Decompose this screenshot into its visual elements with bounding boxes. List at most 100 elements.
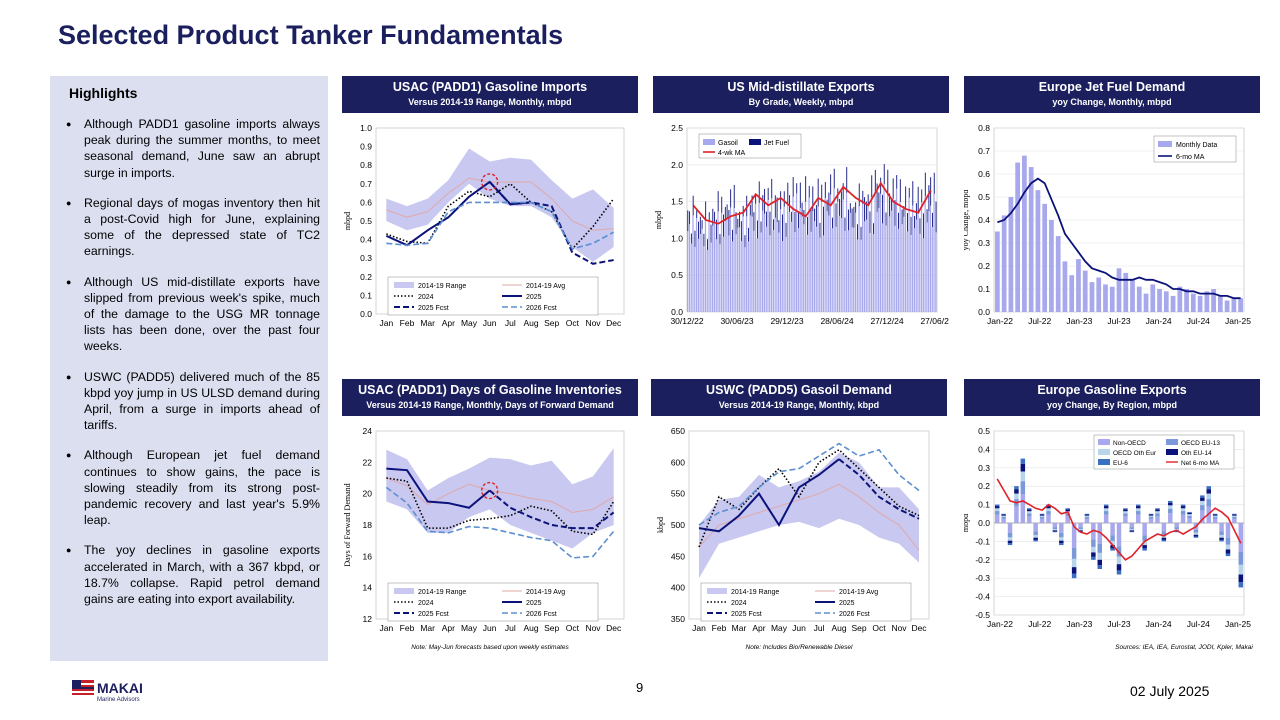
region-bar (994, 508, 1000, 512)
monthly-bar (1231, 298, 1237, 312)
gasoil-bar (783, 206, 785, 312)
y-tick-label: -0.5 (975, 610, 990, 620)
gasoil-bar (912, 205, 914, 312)
x-tick-label: May (461, 318, 478, 328)
region-bar (1219, 523, 1224, 532)
region-bar (1161, 539, 1167, 542)
y-tick-label: 1.0 (671, 233, 683, 243)
jetfuel-bar (778, 220, 780, 233)
x-tick-label: Jan (692, 623, 706, 633)
y-tick-label: 20 (363, 489, 373, 499)
jet-fuel-demand-chart: 0.0 0.1 0.2 0.3 0.4 0.5 0.6 0.7 0.8 yoy Change, m… (964, 123, 1251, 326)
region-bar (1110, 540, 1115, 546)
jetfuel-bar (899, 179, 901, 202)
region-bar (1174, 523, 1179, 528)
region-bar (1065, 516, 1070, 523)
chart-subtitle: Versus 2014-19 Range, Monthly, kbpd (718, 400, 880, 410)
region-bar (1039, 513, 1045, 515)
jetfuel-bar (898, 212, 899, 229)
legend-box (698, 133, 802, 159)
legend-label: 2014-19 Range (731, 589, 779, 596)
x-tick-label: Aug (831, 623, 846, 633)
gasoil-bar (728, 235, 730, 312)
region-bar (994, 504, 1000, 507)
gasoil-bar (747, 241, 749, 312)
legend-label: 2014-19 Range (418, 283, 466, 290)
gasoil-bar (769, 235, 771, 312)
region-bar (1103, 511, 1109, 515)
legend-label: EU-6 (1113, 460, 1128, 467)
gasoil-bar (749, 215, 751, 312)
jetfuel-bar (780, 191, 782, 210)
region-bar (1116, 570, 1122, 575)
x-tick-label: Jan-25 (1225, 619, 1251, 629)
region-bar (1033, 537, 1038, 540)
y-tick-label: 0.1 (978, 284, 990, 294)
jetfuel-bar (933, 172, 935, 194)
gasoil-bar (906, 231, 908, 312)
gasoil-bar (697, 238, 699, 312)
gasoil-bar (717, 211, 719, 312)
y-tick-label: 14 (363, 583, 373, 593)
region-bar (1225, 544, 1231, 550)
y-tick-label: 0.6 (978, 169, 990, 179)
gasoil-bar (731, 241, 733, 312)
region-bar (1071, 567, 1077, 574)
region-bar (1219, 539, 1224, 542)
region-bar (1027, 511, 1032, 514)
region-bar (1027, 509, 1032, 512)
jetfuel-bar (719, 234, 721, 245)
highlight-marker (480, 173, 499, 191)
y-tick-label: 0.2 (360, 272, 372, 282)
jetfuel-bar (762, 195, 764, 211)
region-bar (1148, 517, 1154, 519)
region-bar (1001, 517, 1006, 519)
gasoil-bar (808, 197, 810, 312)
gasoil-bar (687, 231, 689, 312)
gasoil-bar (799, 207, 801, 312)
jetfuel-bar (708, 212, 710, 222)
gasoil-bar (738, 227, 741, 312)
region-bar (1238, 551, 1244, 565)
x-tick-label: Jan-23 (1066, 316, 1092, 326)
gasoil-bar (803, 224, 805, 312)
region-bar (1033, 539, 1038, 542)
jetfuel-bar (853, 206, 855, 228)
ma-line (692, 181, 932, 225)
jetfuel-bar (815, 205, 817, 227)
logo-sub: Marine Advisors (97, 697, 140, 703)
jetfuel-bar (862, 190, 864, 204)
x-tick-label: Nov (585, 318, 601, 328)
region-bar (1046, 508, 1051, 512)
region-bar (1046, 511, 1051, 515)
legend-box (700, 582, 912, 622)
gasoil-bar (790, 221, 792, 312)
x-tick-label: Jun (483, 623, 497, 633)
jetfuel-bar (917, 186, 919, 213)
jetfuel-bar (758, 181, 760, 203)
y-axis-label: mbpd (964, 514, 970, 532)
jetfuel-bar (744, 235, 746, 248)
gasoil-bar (745, 216, 748, 312)
legend-box (387, 582, 599, 622)
jetfuel-bar (771, 178, 773, 199)
region-bar (1110, 548, 1115, 551)
makai-logo: MAKAI Marine Advisors (72, 679, 162, 708)
y-tick-label: 0.0 (978, 518, 990, 528)
x-tick-label: 28/06/24 (820, 316, 853, 326)
jetfuel-bar (883, 164, 885, 185)
region-bar (1193, 529, 1199, 533)
x-tick-label: Jan-22 (987, 619, 1013, 629)
region-bar (1007, 523, 1013, 533)
jetfuel-bar (701, 220, 703, 229)
jetfuel-bar (878, 192, 880, 208)
jetfuel-bar (848, 209, 849, 231)
jetfuel-bar (698, 221, 699, 239)
jetfuel-bar (724, 206, 726, 222)
highlight-item: The yoy declines in gasoline exports acc… (64, 542, 320, 607)
y-tick-label: 1.0 (360, 123, 372, 133)
gasoil-bar (890, 210, 892, 312)
jetfuel-bar (728, 210, 730, 236)
region-bar (1116, 523, 1122, 547)
y-tick-label: 0.1 (978, 500, 990, 510)
